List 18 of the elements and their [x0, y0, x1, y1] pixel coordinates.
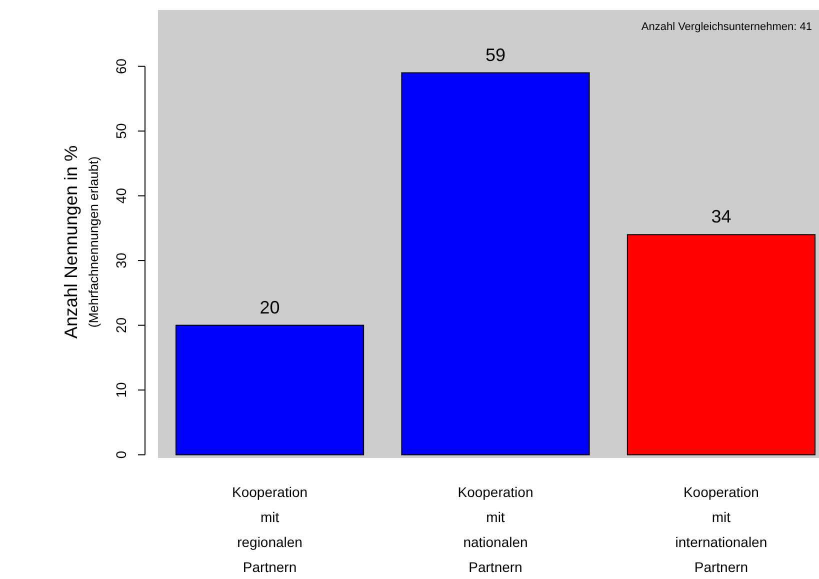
annotation: Anzahl Vergleichsunternehmen: 41	[641, 21, 812, 33]
x-tick-label: Kooperation mit nationalen Partnern	[458, 484, 534, 575]
x-tick-label: Kooperation mit regionalen Partnern	[232, 484, 308, 575]
y-tick-label: 60	[113, 58, 129, 74]
y-tick-label: 40	[113, 188, 129, 204]
data-label: 20	[260, 297, 280, 318]
y-tick-label: 0	[113, 450, 129, 459]
x-tick-label: Kooperation mit internationalen Partnern	[675, 484, 768, 575]
bar	[401, 72, 590, 456]
y-tick-label: 50	[113, 123, 129, 139]
bar	[626, 234, 816, 456]
y-tick-label: 10	[113, 382, 129, 398]
data-label: 59	[485, 44, 506, 65]
y-tick-label: 30	[113, 252, 129, 268]
y-tick-label: 20	[113, 317, 129, 334]
bar	[176, 324, 364, 456]
data-label: 34	[711, 206, 732, 227]
y-axis-title: Anzahl Nennungen in % (Mehrfachnennungen erlaubt)	[61, 145, 101, 339]
